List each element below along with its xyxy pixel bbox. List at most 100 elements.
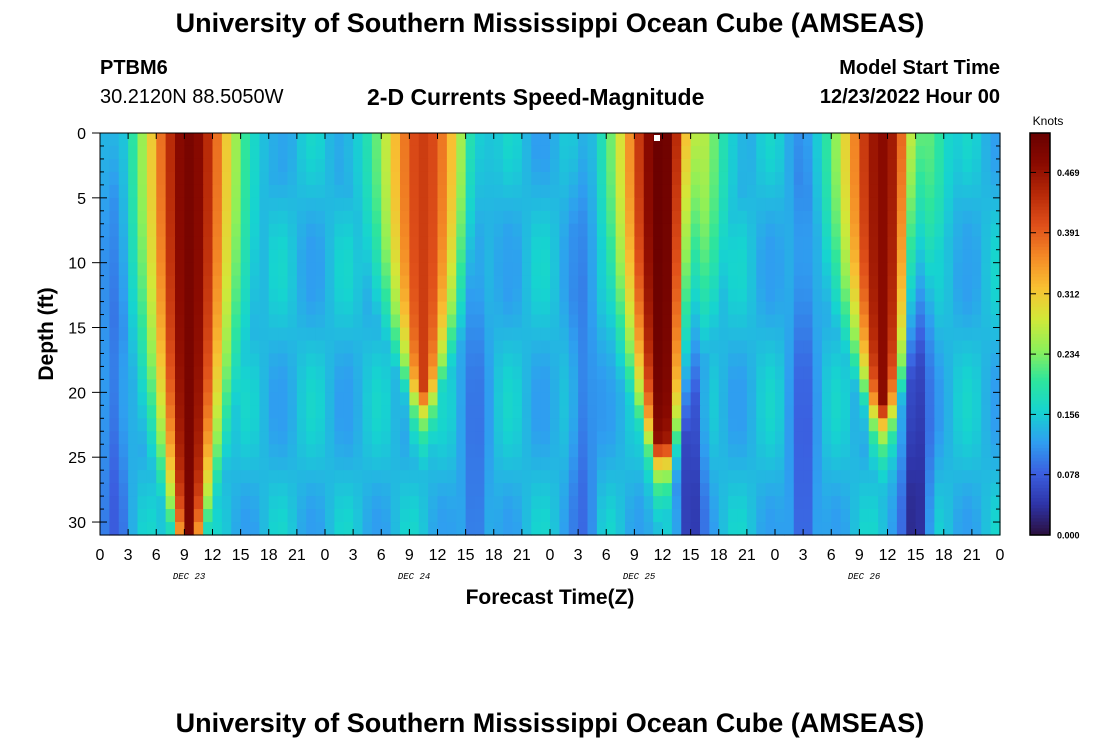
heatmap-cell (925, 470, 935, 484)
heatmap-cell (550, 483, 560, 497)
heatmap-cell (231, 496, 242, 510)
heatmap-cell (690, 301, 701, 316)
heatmap-cell (887, 509, 898, 523)
heatmap-cell (475, 327, 485, 342)
heatmap-cell (250, 431, 260, 445)
heatmap-cell (503, 379, 514, 393)
heatmap-cell (184, 340, 195, 355)
heatmap-cell (971, 418, 982, 432)
heatmap-cell (625, 314, 635, 329)
heatmap-cell (737, 353, 748, 368)
heatmap-cell (203, 158, 214, 173)
heatmap-cell (428, 431, 439, 445)
heatmap-cell (193, 236, 204, 251)
heatmap-cell (850, 210, 860, 225)
heatmap-cell (737, 418, 748, 432)
heatmap-cell (118, 379, 129, 393)
heatmap-cell (418, 392, 429, 406)
heatmap-cell (493, 405, 504, 419)
heatmap-cell (606, 145, 617, 160)
heatmap-cell (971, 509, 982, 523)
heatmap-cell (840, 483, 851, 497)
heatmap-cell (240, 262, 251, 277)
colorbar-swatch (1030, 267, 1050, 271)
heatmap-cell (868, 353, 879, 368)
heatmap-cell (409, 133, 420, 147)
heatmap-cell (981, 184, 992, 199)
heatmap-cell (428, 133, 439, 147)
heatmap-cell (512, 509, 523, 523)
heatmap-cell (681, 158, 692, 173)
heatmap-cell (446, 249, 457, 264)
heatmap-cell (221, 470, 232, 484)
heatmap-cell (840, 366, 851, 380)
heatmap-cell (278, 353, 289, 368)
heatmap-cell (784, 314, 795, 329)
heatmap-cell (878, 340, 889, 355)
heatmap-cell (418, 379, 429, 393)
heatmap-cell (587, 509, 598, 523)
heatmap-cell (803, 223, 814, 238)
heatmap-cell (765, 262, 776, 277)
heatmap-cell (428, 496, 439, 510)
heatmap-cell (287, 392, 298, 406)
heatmap-cell (596, 392, 607, 406)
heatmap-cell (475, 405, 485, 419)
heatmap-cell (137, 366, 148, 380)
heatmap-cell (878, 158, 889, 173)
heatmap-cell (681, 145, 692, 160)
heatmap-cell (962, 236, 973, 251)
heatmap-cell (606, 353, 617, 368)
heatmap-cell (981, 133, 992, 147)
heatmap-cell (109, 275, 120, 290)
heatmap-cell (812, 197, 823, 212)
heatmap-cell (100, 418, 110, 432)
heatmap-cell (503, 133, 514, 147)
heatmap-cell (231, 210, 242, 225)
x-tick-label: 12 (429, 547, 447, 564)
heatmap-cell (503, 522, 514, 536)
heatmap-cell (906, 340, 917, 355)
heatmap-cell (268, 262, 279, 277)
heatmap-cell (203, 133, 214, 147)
heatmap-cell (700, 470, 710, 484)
heatmap-cell (390, 145, 401, 160)
heatmap-cell (531, 444, 542, 458)
heatmap-cell (465, 431, 476, 445)
heatmap-cell (268, 223, 279, 238)
heatmap-cell (381, 133, 392, 147)
heatmap-cell (878, 483, 889, 497)
heatmap-cell (925, 509, 935, 523)
heatmap-cell (315, 340, 326, 355)
heatmap-cell (859, 133, 870, 147)
heatmap-cell (540, 340, 551, 355)
heatmap-cell (803, 275, 814, 290)
heatmap-cell (325, 171, 335, 186)
heatmap-cell (812, 249, 823, 264)
heatmap-cell (287, 262, 298, 277)
heatmap-cell (943, 522, 954, 536)
heatmap-cell (184, 301, 195, 316)
heatmap-cell (653, 223, 664, 238)
heatmap-cell (325, 470, 335, 484)
heatmap-cell (175, 444, 185, 458)
heatmap-cell (681, 340, 692, 355)
heatmap-cell (662, 366, 673, 380)
heatmap-cell (118, 353, 129, 368)
heatmap-cell (737, 145, 748, 160)
heatmap-cell (606, 340, 617, 355)
heatmap-cell (550, 366, 560, 380)
heatmap-cell (165, 327, 176, 342)
heatmap-cell (587, 366, 598, 380)
heatmap-cell (465, 327, 476, 342)
heatmap-cell (531, 470, 542, 484)
heatmap-cell (906, 249, 917, 264)
heatmap-cell (278, 470, 289, 484)
heatmap-cell (128, 496, 139, 510)
heatmap-cell (737, 314, 748, 329)
heatmap-cell (925, 496, 935, 510)
heatmap-cell (175, 184, 185, 199)
heatmap-cell (184, 158, 195, 173)
heatmap-cell (718, 314, 729, 329)
heatmap-cell (306, 418, 317, 432)
